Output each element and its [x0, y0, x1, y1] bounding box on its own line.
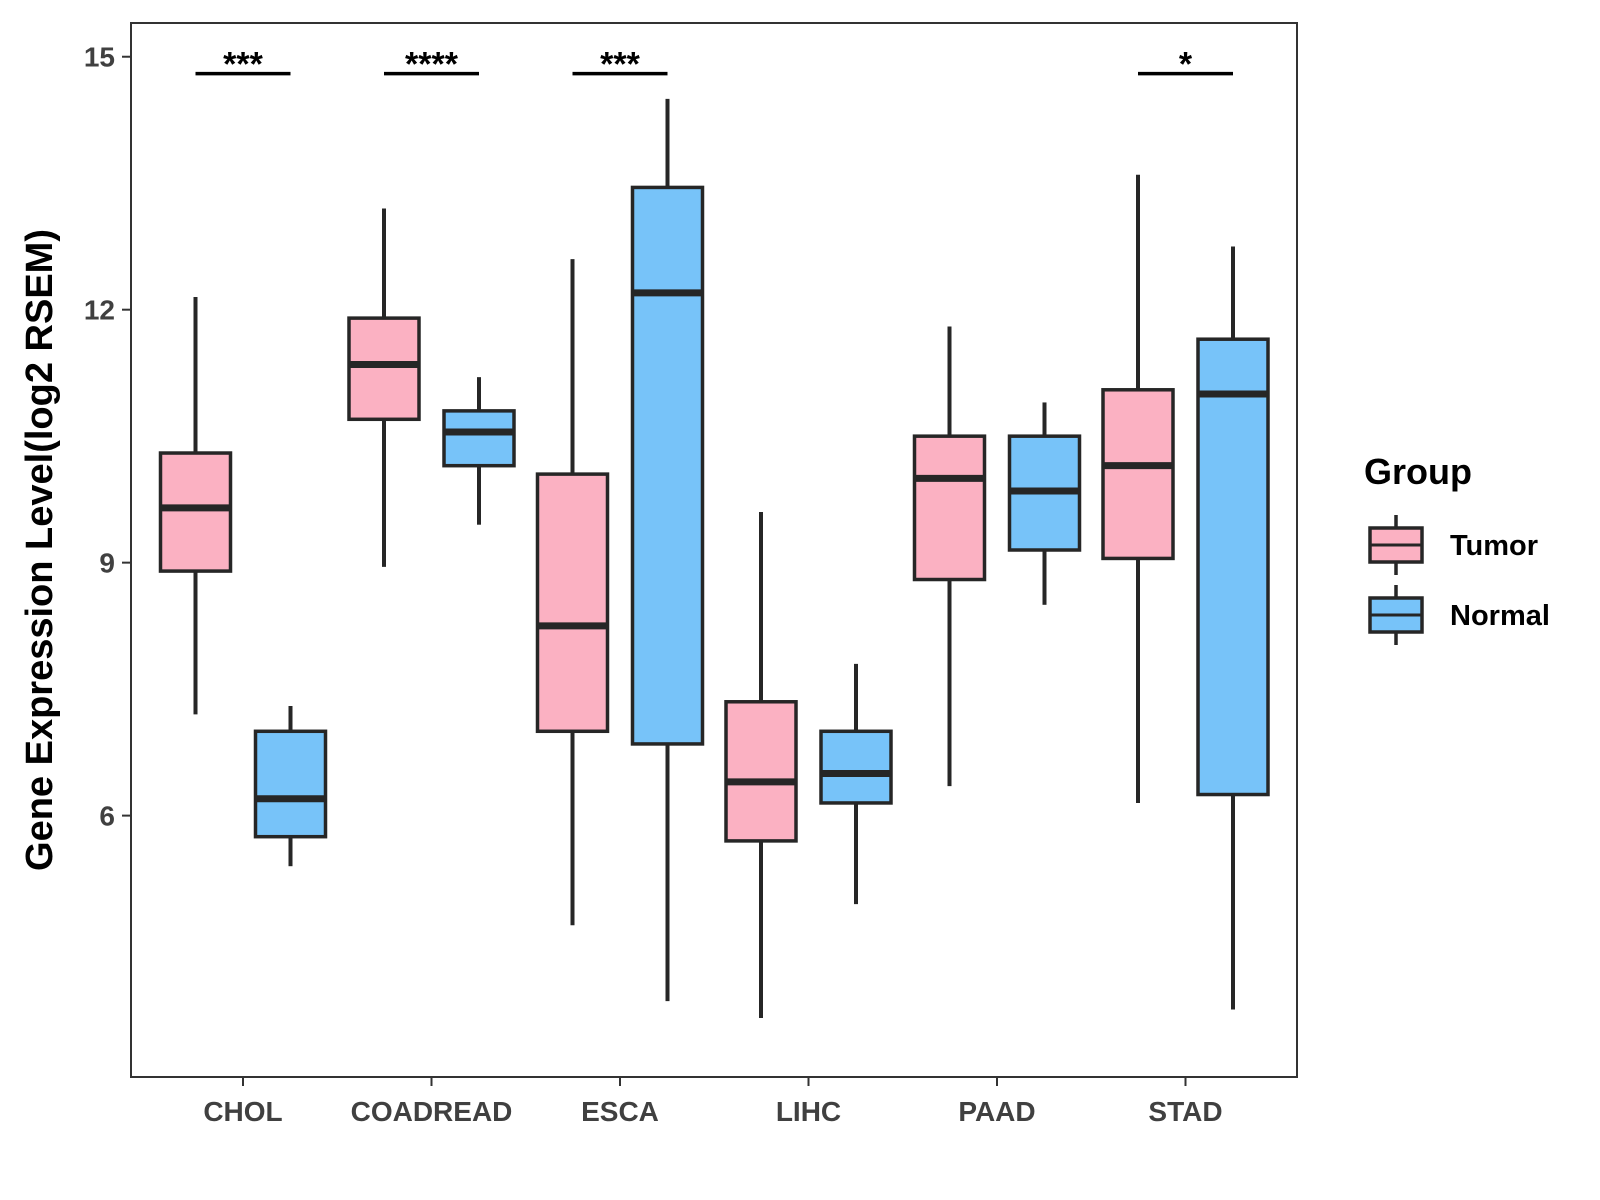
significance-label: ***	[223, 46, 263, 84]
x-tick-label: PAAD	[958, 1096, 1035, 1127]
significance-label: ****	[405, 46, 459, 84]
y-tick-label: 9	[99, 548, 115, 579]
box-body	[158, 451, 233, 573]
significance-label: *	[1179, 46, 1193, 84]
x-tick-label: COADREAD	[351, 1096, 513, 1127]
box-normal-paad	[1007, 402, 1082, 605]
box-body	[347, 316, 421, 422]
box-normal-esca	[630, 98, 705, 1002]
x-tick-label: CHOL	[203, 1096, 282, 1127]
box-body	[1101, 388, 1175, 561]
box-body	[253, 729, 328, 839]
x-tick-label: LIHC	[776, 1096, 841, 1127]
y-tick-label: 6	[99, 801, 115, 832]
x-tick-label: ESCA	[581, 1096, 659, 1127]
box-body	[535, 472, 610, 734]
box-body	[912, 434, 987, 582]
y-axis-title: Gene Expression Level(log2 RSEM)	[19, 229, 61, 871]
box-body	[442, 409, 516, 468]
box-body	[1196, 337, 1270, 797]
x-tick-label: STAD	[1148, 1096, 1222, 1127]
y-tick-label: 12	[84, 295, 115, 326]
box-tumor-coadread	[347, 208, 421, 567]
box-normal-chol	[253, 705, 328, 867]
box-tumor-esca	[535, 259, 610, 926]
axes: 6 9 12 15 CHOL COADREAD ESCA LIHC PAAD STAD Gene E…	[19, 22, 1298, 1127]
box-body	[630, 185, 705, 746]
box-tumor-chol	[158, 297, 233, 715]
box-tumor-lihc	[724, 512, 798, 1018]
box-body	[819, 729, 893, 805]
box-normal-coadread	[442, 377, 516, 525]
y-tick-label: 15	[84, 42, 115, 73]
box-tumor-stad	[1101, 174, 1175, 803]
box-normal-lihc	[819, 663, 893, 905]
legend-label-tumor: Tumor	[1450, 530, 1538, 562]
legend-title: Group	[1364, 451, 1472, 492]
legend-key-normal	[1368, 585, 1424, 645]
legend-label-normal: Normal	[1450, 600, 1550, 632]
box-body	[724, 700, 798, 843]
significance-label: ***	[600, 46, 640, 84]
box-normal-stad	[1196, 246, 1270, 1010]
plot-area: *** **** *** *	[158, 46, 1270, 1018]
legend: Group Tumor Normal	[1364, 451, 1550, 645]
box-tumor-paad	[912, 326, 987, 787]
legend-key-tumor	[1368, 515, 1424, 575]
panel-border	[130, 22, 1298, 1078]
